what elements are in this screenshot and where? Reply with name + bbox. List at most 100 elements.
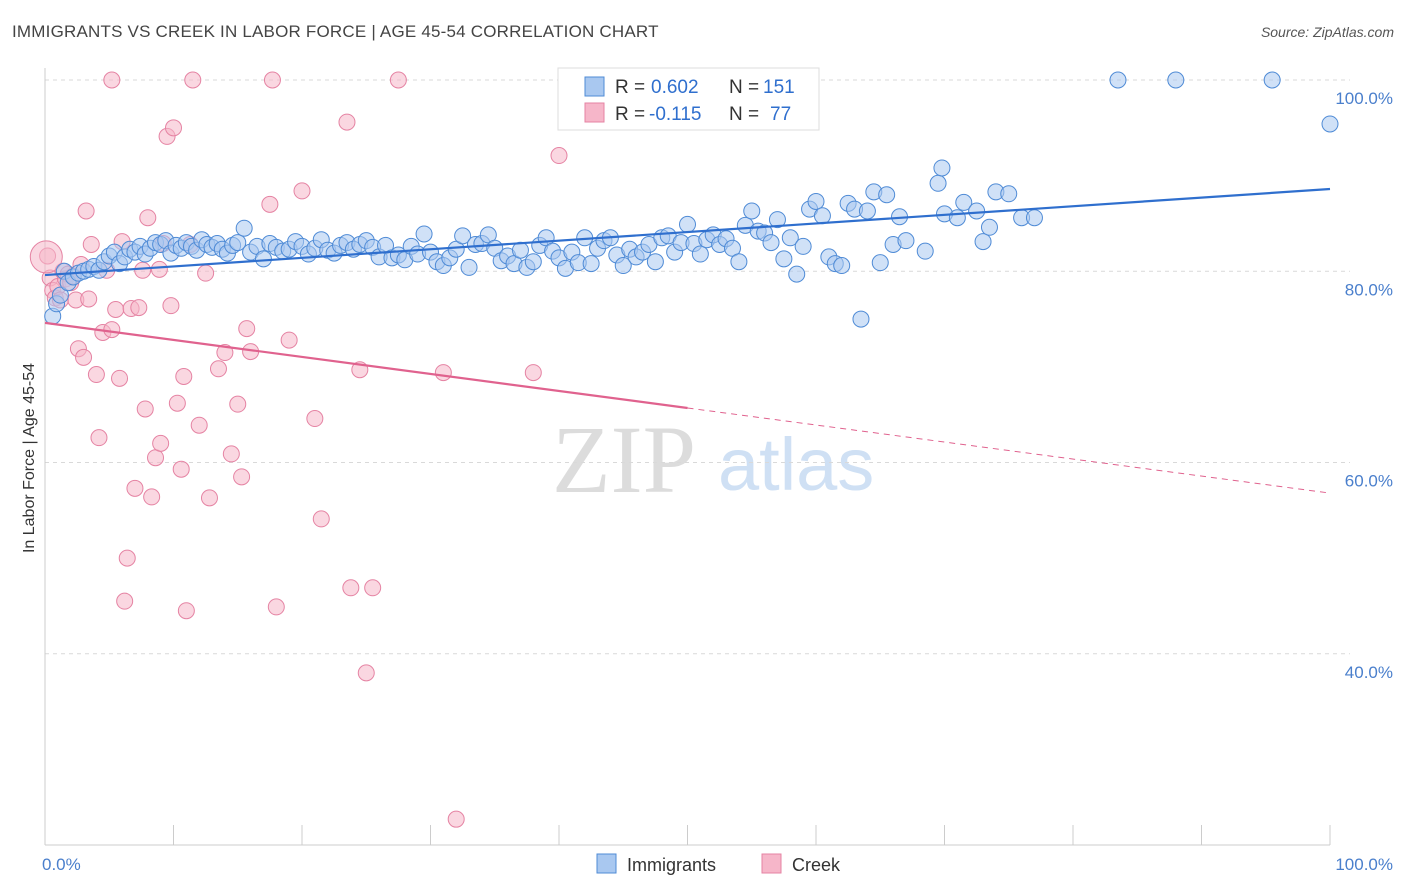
y-tick-label: 100.0% xyxy=(1335,89,1393,108)
immigrant-point xyxy=(968,202,986,220)
creek-point xyxy=(147,449,165,467)
y-axis-label: In Labor Force | Age 45-54 xyxy=(21,363,38,553)
immigrant-point xyxy=(858,202,876,220)
creek-point xyxy=(222,445,240,463)
legend-r-label-creek: R = xyxy=(615,104,645,125)
immigrant-point xyxy=(980,218,998,236)
creek-point xyxy=(87,366,105,384)
immigrant-point xyxy=(781,229,799,247)
immigrant-point xyxy=(788,265,806,283)
watermark-zip: ZIP xyxy=(552,406,696,513)
creek-point xyxy=(447,810,465,828)
bottom-legend-swatch-immigrants xyxy=(596,853,617,874)
creek-point xyxy=(82,235,100,253)
bottom-legend-label-creek: Creek xyxy=(792,855,841,875)
y-tick-label: 40.0% xyxy=(1345,663,1393,682)
x-tick-label-max: 100.0% xyxy=(1335,855,1393,874)
creek-point xyxy=(342,579,360,597)
creek-point xyxy=(190,416,208,434)
creek-point xyxy=(364,579,382,597)
creek-trend-line xyxy=(44,321,688,410)
creek-point xyxy=(280,331,298,349)
immigrant-point xyxy=(1000,185,1018,203)
creek-point xyxy=(216,344,234,362)
creek-point xyxy=(152,434,170,452)
immigrant-point xyxy=(254,250,272,268)
creek-trend-line-extension xyxy=(687,407,1331,494)
immigrant-point xyxy=(1263,71,1281,89)
creek-points xyxy=(29,71,568,828)
immigrant-point xyxy=(235,219,253,237)
immigrant-point xyxy=(679,215,696,233)
immigrant-point xyxy=(974,233,992,251)
legend-r-value-creek: -0.115 xyxy=(649,104,701,125)
immigrant-point xyxy=(524,253,542,271)
creek-point xyxy=(524,364,542,382)
creek-point xyxy=(103,321,121,339)
legend-n-value-immigrants: 151 xyxy=(763,77,795,98)
creek-point xyxy=(172,460,190,478)
tick-labels: 40.0% 60.0% 80.0% 100.0% 0.0% 100.0% xyxy=(42,89,1393,874)
immigrant-point xyxy=(813,207,831,225)
creek-point xyxy=(550,147,568,165)
immigrant-point xyxy=(730,253,748,271)
creek-point xyxy=(150,260,168,278)
creek-point xyxy=(267,598,285,616)
creek-point xyxy=(238,320,256,338)
creek-point xyxy=(233,468,251,486)
creek-point xyxy=(136,400,154,418)
watermark: ZIP atlas xyxy=(552,406,874,513)
bottom-legend: Immigrants Creek xyxy=(596,853,841,875)
creek-point xyxy=(134,261,152,279)
legend-swatch-immigrants xyxy=(584,76,605,97)
creek-point xyxy=(107,301,125,318)
immigrant-point xyxy=(415,225,433,243)
immigrant-point xyxy=(646,253,664,271)
creek-point xyxy=(200,489,218,507)
immigrant-point xyxy=(807,192,825,210)
y-tick-label: 60.0% xyxy=(1345,472,1393,491)
creek-point xyxy=(118,549,136,567)
axis-layer xyxy=(44,68,1331,846)
immigrant-point xyxy=(229,234,247,252)
legend-r-value-immigrants: 0.602 xyxy=(651,77,699,98)
bottom-legend-label-immigrants: Immigrants xyxy=(627,855,716,875)
immigrant-point xyxy=(916,242,934,260)
creek-point xyxy=(229,395,247,413)
immigrant-point xyxy=(852,310,870,328)
immigrant-point xyxy=(582,255,600,273)
creek-point xyxy=(77,202,95,220)
immigrant-point xyxy=(929,174,947,192)
creek-point xyxy=(90,429,108,447)
immigrant-point xyxy=(1025,209,1043,227)
creek-point xyxy=(168,394,186,412)
legend-n-value-creek: 77 xyxy=(770,104,791,125)
legend-r-label-immigrants: R = xyxy=(615,77,645,98)
creek-point xyxy=(139,209,157,227)
immigrant-point xyxy=(878,186,896,204)
y-tick-label: 80.0% xyxy=(1345,280,1393,299)
immigrant-point xyxy=(933,159,951,177)
legend-n-label-creek: N = xyxy=(729,104,759,125)
legend-swatch-creek xyxy=(584,102,605,123)
immigrant-point xyxy=(897,232,915,250)
immigrant-point xyxy=(691,245,709,263)
immigrant-point xyxy=(460,258,478,276)
x-tick-label-min: 0.0% xyxy=(42,855,81,874)
trend-layer xyxy=(44,187,1331,494)
top-legend: R = 0.602 N = 151 R = -0.115 N = 77 xyxy=(557,67,820,131)
chart-title: IMMIGRANTS VS CREEK IN LABOR FORCE | AGE… xyxy=(12,22,659,41)
creek-point xyxy=(197,264,215,282)
creek-point xyxy=(165,119,182,137)
creek-point xyxy=(143,488,161,506)
immigrant-point xyxy=(871,254,889,272)
creek-point xyxy=(103,71,121,89)
creek-point xyxy=(338,113,356,131)
creek-point xyxy=(29,240,63,274)
immigrant-point xyxy=(833,257,851,275)
creek-point xyxy=(175,367,193,385)
creek-point xyxy=(130,299,148,317)
legend-n-label-immigrants: N = xyxy=(729,77,759,98)
chart-source: Source: ZipAtlas.com xyxy=(1260,24,1394,40)
